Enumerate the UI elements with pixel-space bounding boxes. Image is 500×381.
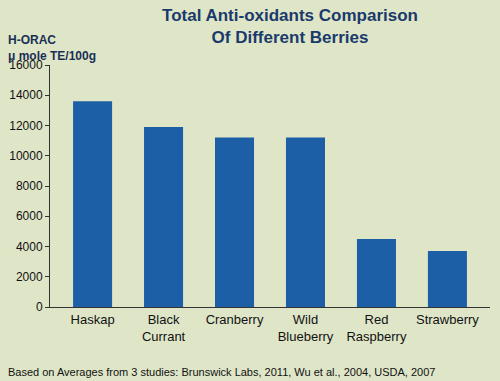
svg-text:10000: 10000 xyxy=(9,149,43,163)
svg-text:Haskap: Haskap xyxy=(71,312,115,327)
svg-text:12000: 12000 xyxy=(9,119,43,133)
svg-text:14000: 14000 xyxy=(9,88,43,102)
svg-text:16000: 16000 xyxy=(9,58,43,72)
svg-text:Cranberry: Cranberry xyxy=(206,312,264,327)
svg-text:Based on Averages from 3 studi: Based on Averages from 3 studies: Brunsw… xyxy=(8,366,435,378)
svg-text:Strawberry: Strawberry xyxy=(416,312,479,327)
svg-text:H-ORACμ mole TE/100g: H-ORACμ mole TE/100g xyxy=(8,33,96,63)
svg-text:RedRaspberry: RedRaspberry xyxy=(346,312,406,344)
svg-text:2000: 2000 xyxy=(16,270,43,284)
svg-text:8000: 8000 xyxy=(16,179,43,193)
svg-text:BlackCurrant: BlackCurrant xyxy=(142,312,186,344)
svg-text:4000: 4000 xyxy=(16,240,43,254)
svg-text:6000: 6000 xyxy=(16,209,43,223)
svg-text:Total Anti-oxidants Comparison: Total Anti-oxidants ComparisonOf Differe… xyxy=(162,6,418,47)
svg-text:0: 0 xyxy=(36,300,43,314)
svg-text:WildBlueberry: WildBlueberry xyxy=(278,312,334,344)
